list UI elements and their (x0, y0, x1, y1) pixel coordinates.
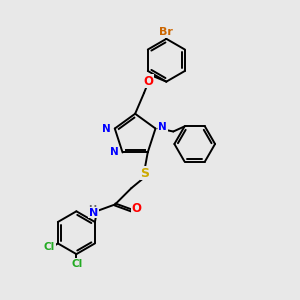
Text: O: O (132, 202, 142, 215)
Text: O: O (143, 74, 154, 88)
Text: N: N (103, 124, 111, 134)
Text: N: N (158, 122, 167, 132)
Text: Cl: Cl (44, 242, 55, 252)
Text: S: S (140, 167, 149, 180)
Text: N: N (89, 208, 98, 218)
Text: N: N (110, 148, 119, 158)
Text: Cl: Cl (71, 259, 82, 269)
Text: Br: Br (159, 27, 173, 37)
Text: H: H (88, 205, 96, 215)
